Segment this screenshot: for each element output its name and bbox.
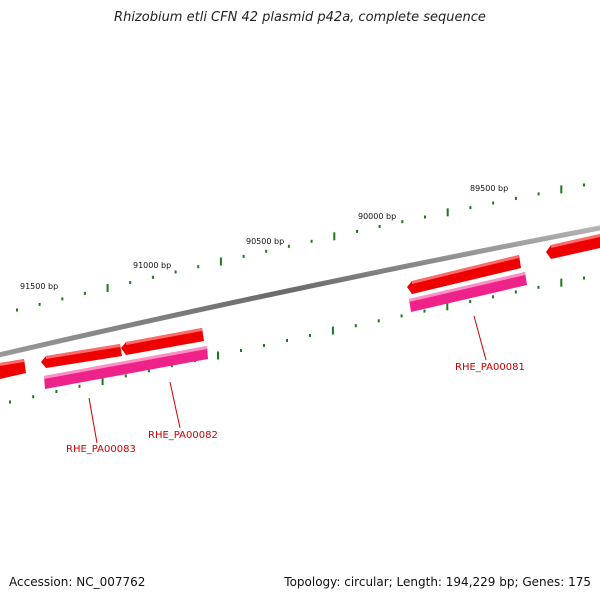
forward-gene-rhe-pa00082[interactable] (121, 328, 204, 355)
forward-gene-edge-right[interactable] (546, 234, 600, 259)
outer-scale-ticks (16, 183, 585, 312)
gene-label-rhe-pa00083[interactable]: RHE_PA00083 (66, 444, 136, 455)
scale-label-90500: 90500 bp (246, 237, 284, 246)
accession-text: Accession: NC_007762 (9, 575, 146, 589)
plasmid-backbone (0, 225, 600, 358)
reverse-gene-rhe-pa00083[interactable] (44, 346, 208, 389)
gene-label-rhe-pa00081[interactable]: RHE_PA00081 (455, 362, 525, 373)
leader-line-rhe-pa00082 (169, 381, 181, 429)
scale-label-89500: 89500 bp (470, 184, 508, 193)
scale-label-90000: 90000 bp (358, 212, 396, 221)
scale-label-91000: 91000 bp (133, 261, 171, 270)
forward-gene-rhe-pa00081[interactable] (407, 255, 521, 294)
gene-label-rhe-pa00082[interactable]: RHE_PA00082 (148, 430, 218, 441)
leader-line-rhe-pa00083 (88, 397, 98, 444)
map-title: Rhizobium etli CFN 42 plasmid p42a, comp… (114, 10, 486, 25)
scale-label-91500: 91500 bp (20, 282, 58, 291)
forward-gene-edge[interactable] (0, 359, 26, 379)
topology-summary: Topology: circular; Length: 194,229 bp; … (284, 575, 591, 589)
forward-gene-rhe-pa00083[interactable] (41, 344, 122, 368)
reverse-gene-rhe-pa00081[interactable] (409, 272, 527, 312)
inner-scale-ticks (9, 276, 585, 404)
leader-line-rhe-pa00081 (473, 315, 487, 361)
